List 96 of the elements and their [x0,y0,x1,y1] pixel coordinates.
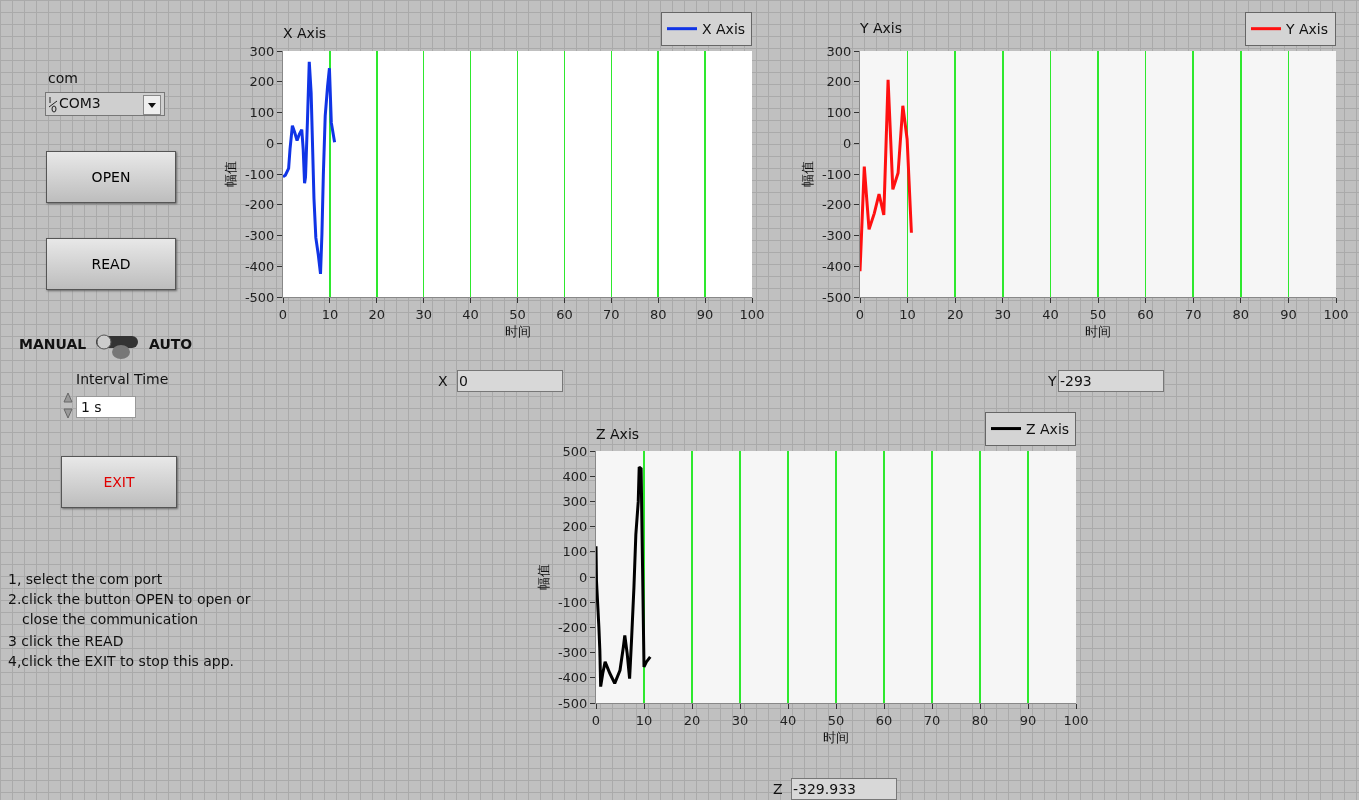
x-tick-label: 40 [779,712,797,728]
text: Interval Time [76,371,169,387]
x-tick-label: 20 [683,712,701,728]
text: -293 [1060,373,1092,389]
text: 0 [459,373,468,389]
x-tick-label: 100 [1063,712,1089,728]
x-tick-label: 40 [1042,306,1059,322]
y-tick-label: -300 [821,228,852,244]
x-tick-label: 60 [875,712,893,728]
y-tick-label: 400 [562,468,588,484]
legend-label: Y Axis [1285,21,1329,38]
x-tick-label: 0 [278,306,288,322]
x-tick-label: 50 [827,712,845,728]
x-tick-label: 10 [899,306,916,322]
x-tick-label: 60 [1137,306,1154,322]
text: com [48,70,78,86]
x-tick-label: 90 [696,306,714,322]
x-tick-label: 100 [1323,306,1349,322]
y-axis-title: 幅值 [222,161,238,187]
text: 3 click the READ [8,632,125,651]
y-tick-label: -200 [244,197,275,213]
button: READ [46,238,176,290]
y-tick-label: -200 [557,619,588,635]
text: X [438,373,448,389]
y-tick-label: 0 [579,569,588,585]
x-tick-label: 10 [321,306,339,322]
y-tick-label: 300 [562,493,588,509]
x-tick-label: 30 [731,712,749,728]
x-tick-label: 0 [855,306,865,322]
y-tick-label: 300 [826,43,852,59]
x-tick-label: 30 [415,306,432,322]
y-tick-label: 200 [826,74,852,90]
x-tick-label: 30 [994,306,1012,322]
y-tick-label: -300 [557,645,588,661]
x-tick-label: 10 [635,712,653,728]
chart-title: Y Axis [859,19,903,36]
y-tick-label: 100 [562,544,588,560]
x-tick-label: 70 [1184,306,1202,322]
text: MANUAL [19,336,87,352]
y-axis-title: 幅值 [799,161,815,187]
text: 4,click the EXIT to stop this app. [8,652,236,671]
line-series [860,78,913,273]
text: AUTO [149,336,193,352]
line-series [283,60,337,276]
text: 2.click the button OPEN to open or close the communication [8,590,252,629]
text: Z [773,781,783,797]
y-tick-label: 0 [266,135,275,151]
y-tick-label: -300 [244,228,275,244]
y-axis-title: 幅值 [535,564,551,590]
x-tick-label: 60 [556,306,573,322]
y-tick-label: -400 [557,670,588,686]
x-tick-label: 20 [946,306,964,322]
y-tick-label: -100 [821,166,852,182]
y-tick-label: -400 [821,258,852,274]
text: 1, select the com port [8,570,164,589]
button: EXIT [61,456,177,508]
chart-title: Z Axis [596,425,640,442]
x-tick-label: 40 [462,306,479,322]
text: -329.933 [793,781,856,797]
y-tick-label: 500 [562,443,588,459]
x-axis-title: 时间 [504,324,531,340]
button: OPEN [46,151,176,203]
y-tick-label: -400 [244,258,275,274]
y-tick-label: -100 [557,594,588,610]
y-tick-label: 100 [826,105,852,121]
text: Y [1047,373,1057,389]
x-axis-title: 时间 [823,730,849,746]
y-tick-label: 0 [843,135,852,151]
legend-label: X Axis [702,21,746,38]
y-tick-label: -200 [821,197,852,213]
x-tick-label: 70 [603,306,620,322]
y-tick-label: 200 [562,519,588,535]
chart-title: X Axis [283,24,327,41]
y-tick-label: 100 [249,105,275,121]
x-tick-label: 0 [591,712,601,728]
x-tick-label: 90 [1019,712,1037,728]
x-tick-label: 80 [649,306,667,322]
line-series [596,465,652,689]
x-tick-label: 20 [368,306,386,322]
x-tick-label: 80 [1232,306,1250,322]
x-tick-label: 50 [1089,306,1107,322]
y-tick-label: -100 [244,166,275,182]
y-tick-label: 200 [249,74,275,90]
y-tick-label: -500 [821,289,852,305]
y-tick-label: -500 [244,289,275,305]
dropdown: COM3 [45,92,165,116]
x-tick-label: 70 [923,712,941,728]
x-tick-label: 90 [1280,306,1297,322]
x-tick-label: 50 [509,306,526,322]
text: 1 s [76,396,136,418]
x-axis-title: 时间 [1085,324,1111,340]
y-tick-label: 300 [249,43,275,59]
legend-label: Z Axis [1026,421,1070,438]
x-tick-label: 80 [971,712,989,728]
y-tick-label: -500 [557,695,588,711]
x-tick-label: 100 [739,306,765,322]
